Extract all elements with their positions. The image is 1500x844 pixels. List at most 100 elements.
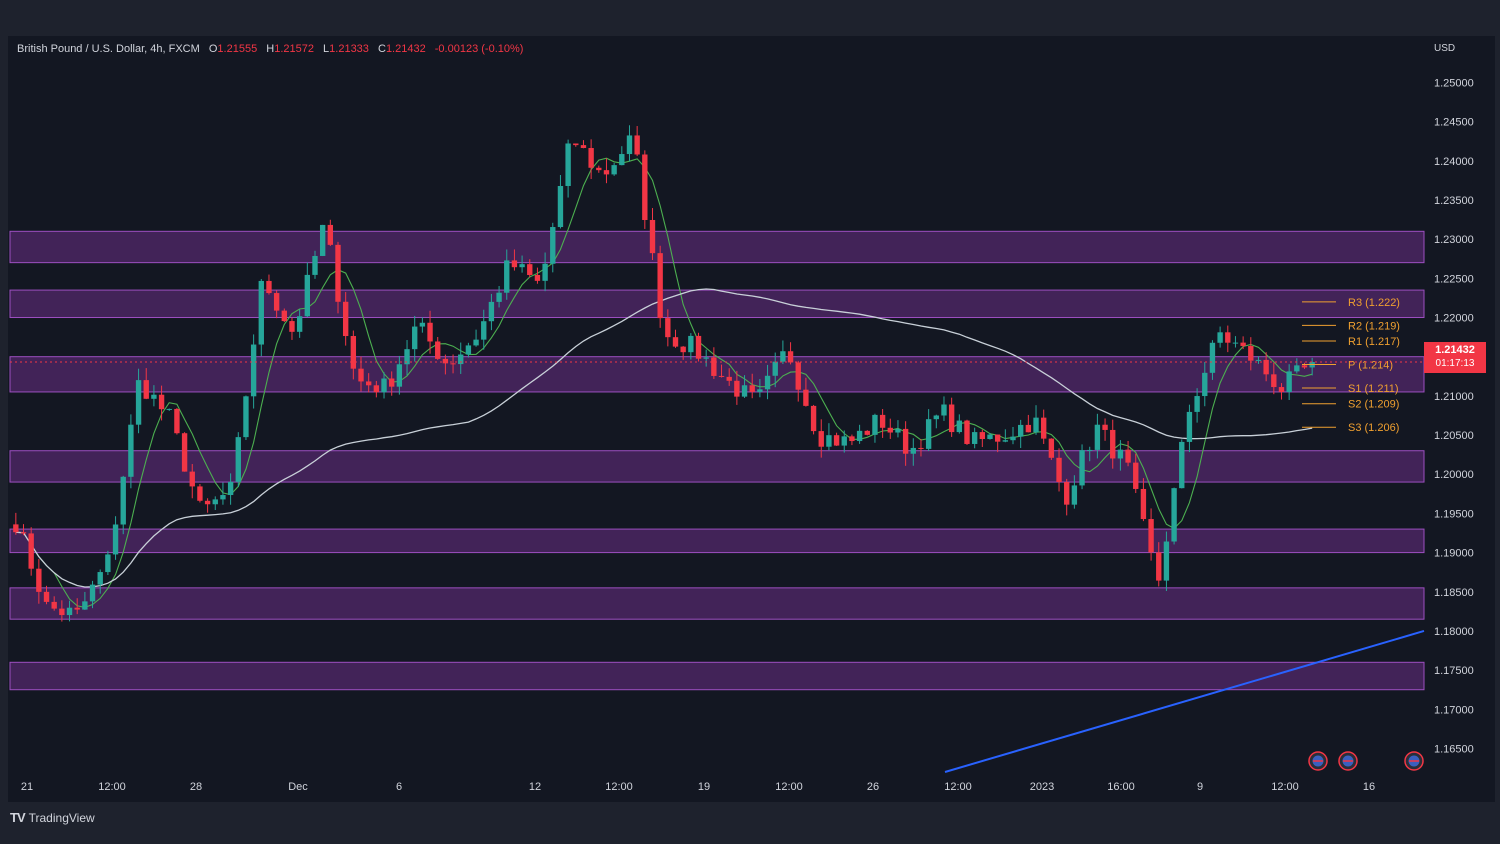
candle-body — [427, 322, 433, 342]
candle-body — [803, 389, 809, 406]
candle-body — [603, 170, 610, 175]
y-tick-label: 1.19000 — [1434, 548, 1474, 560]
candle-body — [925, 419, 932, 449]
candle-body — [849, 436, 855, 442]
candle-body — [450, 363, 456, 365]
candle-body — [757, 389, 763, 392]
zones-layer — [9, 230, 1425, 691]
candle-body — [342, 301, 349, 337]
candle-body — [971, 432, 978, 444]
y-tick-label: 1.18000 — [1434, 626, 1474, 638]
zone-band-6 — [9, 587, 1425, 620]
y-tick-label: 1.23000 — [1434, 234, 1474, 246]
candle-body — [987, 434, 993, 439]
pivot-label-2: R2 (1.219) — [1348, 320, 1400, 332]
candle-body — [396, 364, 403, 387]
pivot-label-5: S1 (1.211) — [1348, 383, 1399, 395]
candle-body — [956, 420, 963, 433]
candle-body — [695, 335, 702, 359]
candle-body — [588, 148, 594, 168]
y-tick-label: 1.21000 — [1434, 391, 1474, 403]
candle-body — [389, 378, 395, 387]
symbol-label[interactable]: British Pound / U.S. Dollar, 4h, FXCM — [17, 43, 200, 55]
candle-body — [1117, 449, 1124, 459]
candle-body — [764, 375, 771, 390]
candle-body — [197, 486, 203, 501]
pivot-label-4: P (1.214) — [1348, 360, 1393, 372]
candle-body — [36, 568, 42, 592]
candle-body — [1010, 436, 1016, 441]
last-price-value: 1.21432 — [1435, 344, 1475, 356]
candle-body — [918, 447, 924, 449]
candle-body — [1225, 332, 1231, 343]
candle-body — [1041, 417, 1047, 439]
candle-body — [419, 322, 426, 327]
candle-body — [28, 533, 34, 569]
candle-body — [243, 396, 249, 438]
candle-body — [527, 264, 533, 275]
candle-body — [128, 424, 134, 477]
candle-body — [358, 368, 364, 382]
candle-body — [565, 143, 571, 186]
candle-body — [212, 499, 218, 505]
event-flag-icon — [1338, 751, 1358, 771]
candle-body — [1017, 424, 1024, 437]
y-tick-label: 1.17500 — [1434, 665, 1474, 677]
candle-body — [550, 227, 556, 264]
candle-body — [488, 301, 495, 322]
candle-body — [818, 431, 824, 447]
candle-body — [1148, 519, 1154, 553]
candle-body — [542, 263, 548, 281]
candle-body — [327, 224, 334, 245]
candle-body — [350, 336, 357, 369]
candle-body — [1125, 449, 1131, 463]
high-value: 1.21572 — [274, 43, 314, 55]
candle-body — [642, 154, 648, 220]
candle-body — [580, 145, 587, 149]
candle-body — [1232, 342, 1239, 344]
candle-body — [473, 339, 479, 346]
candle-body — [1186, 411, 1193, 442]
candle-body — [20, 532, 27, 534]
candle-body — [1255, 359, 1262, 361]
candle-body — [1263, 359, 1269, 375]
candle-body — [688, 335, 694, 353]
candle-body — [573, 143, 579, 146]
candle-body — [534, 274, 541, 281]
candle-body — [1301, 365, 1308, 368]
candle-body — [296, 316, 303, 332]
candle-body — [734, 380, 740, 397]
candle-body — [519, 264, 525, 268]
candle-body — [51, 601, 57, 609]
candle-body — [13, 524, 19, 533]
candle-body — [442, 358, 449, 364]
candle-body — [1294, 365, 1300, 372]
candle-body — [181, 433, 188, 472]
candle-body — [902, 428, 909, 454]
y-tick-label: 1.22000 — [1434, 313, 1474, 325]
x-tick-label: 9 — [1197, 781, 1203, 793]
candle-body — [910, 447, 916, 454]
candle-body — [1240, 342, 1246, 346]
y-tick-label: 1.20000 — [1434, 469, 1474, 481]
candle-body — [412, 326, 418, 350]
candle-body — [680, 346, 686, 353]
candle-body — [1194, 396, 1200, 412]
candle-body — [1217, 332, 1223, 343]
candle-body — [435, 341, 441, 359]
candle-body — [879, 414, 886, 428]
candle-body — [1056, 457, 1062, 483]
candle-body — [174, 408, 180, 434]
x-tick-label: 26 — [867, 781, 879, 793]
tradingview-logo[interactable]: TV TradingView — [10, 810, 95, 825]
low-label: L — [323, 43, 330, 55]
event-flag-icon — [1308, 751, 1328, 771]
candles-layer — [13, 125, 1315, 622]
candle-body — [404, 349, 410, 365]
candle-body — [135, 380, 142, 425]
ma-slow-line — [15, 288, 1313, 588]
candle-body — [1156, 552, 1162, 581]
candle-body — [1025, 424, 1032, 433]
candle-body — [718, 375, 725, 377]
